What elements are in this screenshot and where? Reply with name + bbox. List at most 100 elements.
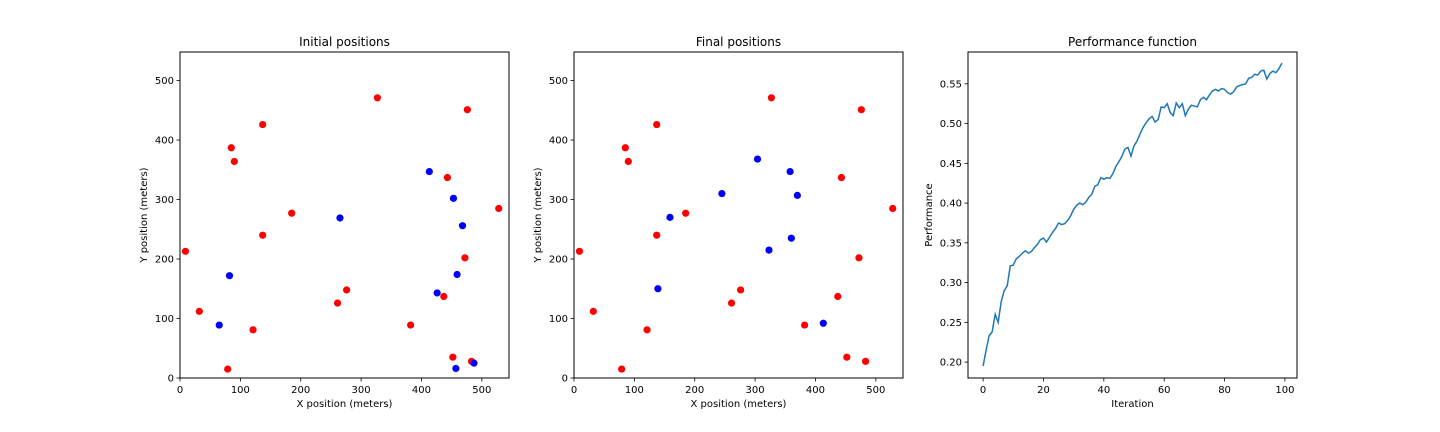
red-point <box>495 204 503 213</box>
red-point <box>837 173 846 182</box>
x-axis-label: X position (meters) <box>691 399 787 410</box>
blue-point <box>215 321 223 329</box>
y-axis-label: Y position (meters) <box>139 167 150 263</box>
x-tick-label: 0 <box>980 385 986 396</box>
red-point <box>861 357 870 365</box>
plot-marks <box>181 94 503 373</box>
blue-point <box>453 270 461 279</box>
blue-point <box>718 189 726 198</box>
y-tick-label: 0.45 <box>940 159 962 170</box>
x-tick-label: 400 <box>806 385 825 396</box>
y-tick-label: 0 <box>562 374 568 385</box>
blue-point <box>793 191 801 199</box>
axis-ticks: 0 100 200 300 400 500 0 100 200 300 400 500 <box>155 76 491 396</box>
y-axis-label: Y position (meters) <box>533 167 544 263</box>
plot-frame <box>573 51 904 379</box>
red-point <box>653 231 661 239</box>
y-tick-label: 0.40 <box>940 199 962 210</box>
y-tick-label: 0.20 <box>940 358 962 369</box>
red-point <box>589 307 597 315</box>
panel-initial-positions: Initial positions X position (meters) Y … <box>139 35 510 410</box>
blue-point <box>458 222 467 230</box>
red-point <box>227 144 235 152</box>
blue-point <box>765 246 773 254</box>
y-tick-label: 500 <box>155 76 174 87</box>
red-point <box>224 365 232 373</box>
plot-frame <box>179 51 510 379</box>
plot-marks <box>575 94 897 373</box>
blue-point <box>666 213 674 221</box>
y-tick-label: 400 <box>155 136 174 147</box>
x-tick-label: 80 <box>1218 385 1231 396</box>
blue-point <box>425 167 433 176</box>
red-point <box>195 307 203 315</box>
x-tick-label: 60 <box>1158 385 1171 396</box>
red-point <box>643 326 651 334</box>
red-point <box>624 157 632 166</box>
performance-line <box>982 62 1283 367</box>
axis-ticks: 0 20 40 60 80 100 0.20 0.25 0.30 0.35 0.40 0.45 0.50… <box>940 79 1295 396</box>
y-tick-label: 100 <box>155 314 174 325</box>
panel-final-positions: Final positions X position (meters) Y po… <box>533 35 904 410</box>
red-point <box>259 120 267 129</box>
y-tick-label: 0 <box>168 374 174 385</box>
y-tick-label: 400 <box>549 136 568 147</box>
chart-title: Initial positions <box>299 35 390 49</box>
red-point <box>737 286 745 294</box>
red-point <box>834 292 842 301</box>
red-point <box>259 231 267 239</box>
red-point <box>181 247 190 255</box>
x-tick-label: 0 <box>571 385 577 396</box>
red-point <box>618 365 626 373</box>
red-point <box>230 157 238 166</box>
x-tick-label: 300 <box>352 385 371 396</box>
blue-point <box>225 272 234 280</box>
plot-marks <box>982 62 1283 367</box>
red-point <box>343 286 351 294</box>
panel-performance-function: Performance function Iteration Performan… <box>924 35 1298 410</box>
red-point <box>653 120 661 129</box>
y-tick-label: 0.35 <box>940 238 962 249</box>
y-tick-label: 0.50 <box>940 119 962 130</box>
red-point <box>621 144 629 152</box>
x-tick-label: 0 <box>177 385 183 396</box>
red-point <box>857 106 865 114</box>
x-tick-label: 100 <box>1275 385 1294 396</box>
y-tick-label: 0.25 <box>940 318 962 329</box>
chart-title: Final positions <box>696 35 781 49</box>
red-point <box>855 254 863 262</box>
red-point <box>889 204 897 213</box>
x-tick-label: 100 <box>231 385 250 396</box>
blue-point <box>449 194 458 202</box>
axis-ticks: 0 100 200 300 400 500 0 100 200 300 400 500 <box>549 76 885 396</box>
x-tick-label: 20 <box>1037 385 1050 396</box>
y-axis-label: Performance <box>924 183 935 246</box>
red-point <box>407 321 415 329</box>
red-point <box>449 353 457 361</box>
y-tick-label: 300 <box>549 195 568 206</box>
x-tick-label: 500 <box>472 385 491 396</box>
x-tick-label: 400 <box>412 385 431 396</box>
blue-point <box>433 289 441 297</box>
red-point <box>801 321 809 329</box>
red-point <box>249 326 257 334</box>
y-tick-label: 200 <box>155 255 174 266</box>
chart-title: Performance function <box>1068 35 1197 49</box>
blue-point <box>470 359 478 367</box>
x-tick-label: 200 <box>685 385 704 396</box>
x-tick-label: 100 <box>625 385 644 396</box>
x-tick-label: 300 <box>746 385 765 396</box>
blue-point <box>787 234 795 242</box>
y-tick-label: 300 <box>155 195 174 206</box>
blue-point <box>336 214 344 222</box>
red-point <box>373 94 381 102</box>
y-tick-label: 100 <box>549 314 568 325</box>
y-tick-label: 0.55 <box>940 79 962 90</box>
blue-point <box>786 167 794 176</box>
red-point <box>767 94 776 102</box>
blue-point <box>819 319 827 327</box>
red-point <box>463 106 471 114</box>
y-tick-label: 200 <box>549 255 568 266</box>
red-point <box>443 173 452 182</box>
